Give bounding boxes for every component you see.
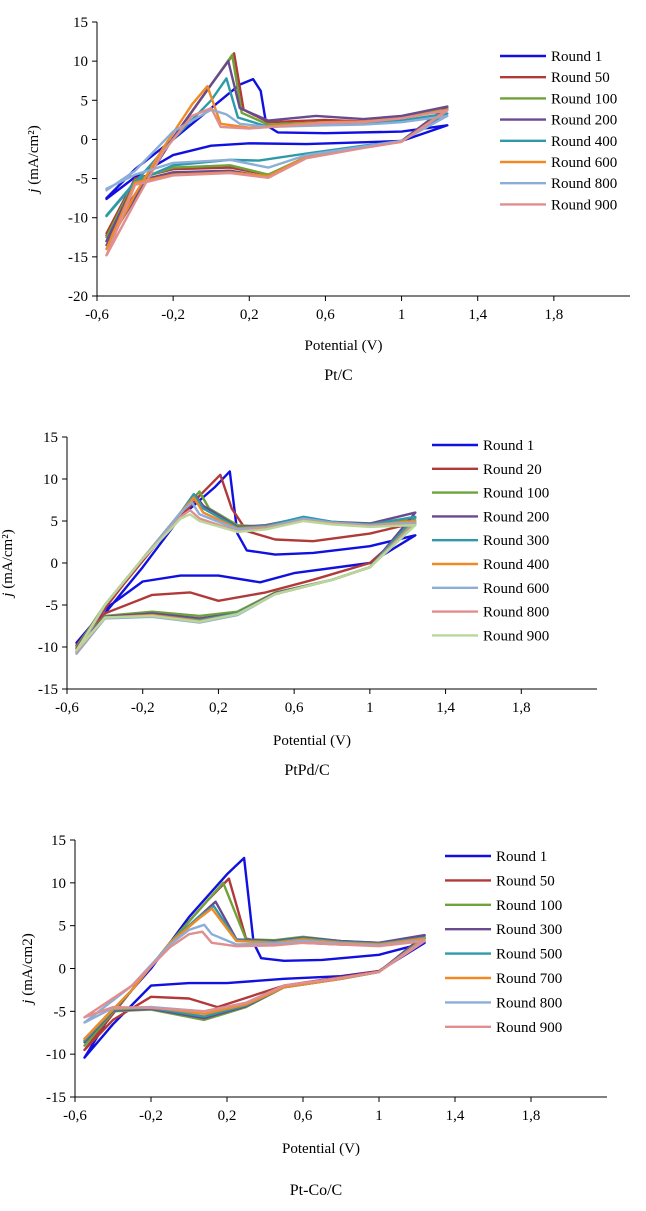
legend-label: Round 100: [496, 898, 562, 914]
series-line-round-900: [83, 930, 426, 1019]
y-tick-label: 15: [73, 15, 88, 31]
legend-label: Round 1: [551, 49, 602, 65]
y-tick-label: -5: [54, 1004, 67, 1020]
x-tick-label: -0,2: [139, 1108, 163, 1124]
x-tick-label: 1,8: [522, 1108, 541, 1124]
legend-label: Round 20: [483, 462, 542, 478]
legend-label: Round 500: [496, 947, 562, 963]
y-tick-label: -5: [76, 172, 89, 188]
y-tick-label: -15: [46, 1090, 66, 1106]
legend-label: Round 400: [483, 557, 549, 573]
chart-caption: Pt-Co/C: [290, 1182, 342, 1199]
legend-label: Round 900: [496, 1020, 562, 1036]
pt-c-chart: 15 10 5 0 -5 -10 -15 -20 -0,6 -0,2 0,2 0,6 1 1,4 1,8 Po…: [26, 15, 630, 384]
x-axis-title: Potential (V): [305, 338, 383, 354]
x-tick-label: -0,2: [131, 700, 155, 716]
y-tick-label: 10: [51, 876, 66, 892]
x-tick-label: 1,4: [446, 1108, 465, 1124]
legend-label: Round 100: [551, 91, 617, 107]
y-tick-label: -15: [68, 250, 88, 266]
legend-label: Round 600: [551, 155, 617, 171]
legend-label: Round 700: [496, 971, 562, 987]
y-tick-label: -20: [68, 289, 88, 305]
chart-caption: PtPd/C: [284, 762, 329, 779]
legend-label: Round 1: [496, 849, 547, 865]
y-tick-label: 10: [73, 54, 88, 70]
ptpd-c-chart: 15 10 5 0 -5 -10 -15 -0,6 -0,2 0,2 0,6 1 1,4 1,8 Poten…: [0, 430, 597, 779]
series-line-round-20: [75, 473, 417, 647]
y-tick-label: -10: [38, 640, 58, 656]
x-tick-label: 0,2: [218, 1108, 237, 1124]
legend-label: Round 800: [496, 995, 562, 1011]
y-tick-label: 15: [43, 430, 58, 446]
legend-label: Round 300: [496, 922, 562, 938]
x-tick-label: 1: [398, 307, 406, 323]
y-axis-title: j (mA/cm²): [26, 125, 42, 194]
y-tick-label: -15: [38, 682, 58, 698]
x-tick-label: 1,4: [436, 700, 455, 716]
x-tick-label: -0,6: [63, 1108, 87, 1124]
legend-label: Round 100: [483, 486, 549, 502]
y-tick-label: -10: [46, 1047, 66, 1063]
series-line-round-300: [75, 492, 417, 654]
x-tick-label: 1,4: [468, 307, 487, 323]
series-line-round-400: [75, 496, 417, 652]
series-line-round-200: [75, 494, 417, 650]
legend-label: Round 1: [483, 438, 534, 454]
x-tick-label: -0,6: [85, 307, 109, 323]
x-axis-title: Potential (V): [282, 1141, 360, 1157]
y-tick-label: 10: [43, 472, 58, 488]
y-axis-title: j (mA/cm²): [0, 529, 16, 598]
legend-label: Round 50: [551, 70, 610, 86]
y-tick-label: 0: [81, 132, 89, 148]
x-tick-label: 0,2: [209, 700, 228, 716]
x-tick-label: 0,2: [240, 307, 259, 323]
series-line-round-50: [83, 877, 426, 1052]
y-tick-label: 0: [51, 556, 59, 572]
x-tick-label: 1: [375, 1108, 383, 1124]
legend-label: Round 400: [551, 134, 617, 150]
series-line-round-100: [83, 881, 426, 1047]
x-tick-label: 0,6: [294, 1108, 313, 1124]
legend-label: Round 300: [483, 533, 549, 549]
x-tick-label: 1,8: [512, 700, 531, 716]
y-axis-title: j (mA/cm2): [20, 933, 36, 1005]
series-line-round-1: [83, 856, 426, 1059]
x-tick-label: 1,8: [544, 307, 563, 323]
y-tick-label: 5: [81, 93, 89, 109]
legend-label: Round 800: [551, 176, 617, 192]
y-tick-label: 5: [51, 514, 59, 530]
legend-label: Round 200: [551, 113, 617, 129]
y-tick-label: 15: [51, 833, 66, 849]
legend-label: Round 200: [483, 509, 549, 525]
legend-label: Round 600: [483, 581, 549, 597]
legend-label: Round 50: [496, 873, 555, 889]
x-axis-title: Potential (V): [273, 733, 351, 749]
series-line-round-900: [105, 106, 449, 257]
y-tick-label: 0: [59, 962, 67, 978]
x-tick-label: 0,6: [285, 700, 304, 716]
legend-label: Round 900: [483, 628, 549, 644]
series-line-round-1: [105, 77, 449, 201]
series-line-round-900: [75, 513, 417, 652]
y-tick-label: -5: [46, 598, 59, 614]
x-tick-label: 0,6: [316, 307, 335, 323]
y-tick-label: 5: [59, 919, 67, 935]
x-tick-label: 1: [366, 700, 374, 716]
pt-co-c-chart: 15 10 5 0 -5 -10 -15 -0,6 -0,2 0,2 0,6 1 1,4 1,8 Poten…: [20, 833, 607, 1199]
legend-label: Round 900: [551, 197, 617, 213]
y-tick-label: -10: [68, 211, 88, 227]
x-tick-label: -0,2: [161, 307, 185, 323]
series-line-round-200: [105, 59, 449, 247]
chart-caption: Pt/C: [324, 367, 352, 384]
legend-label: Round 800: [483, 605, 549, 621]
x-tick-label: -0,6: [55, 700, 79, 716]
